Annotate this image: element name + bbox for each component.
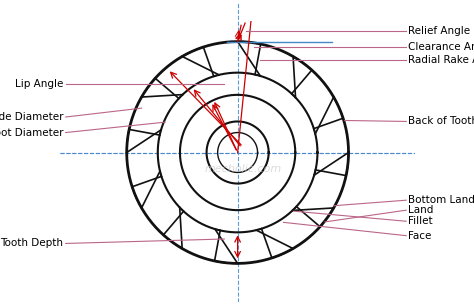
Text: Face: Face bbox=[409, 231, 432, 241]
Text: Back of Tooth: Back of Tooth bbox=[409, 117, 474, 127]
Text: Tooth Depth: Tooth Depth bbox=[0, 239, 64, 249]
Text: Bottom Land: Bottom Land bbox=[409, 195, 474, 205]
Text: Outside Diameter: Outside Diameter bbox=[0, 112, 64, 122]
Text: Radial Rake Angle: Radial Rake Angle bbox=[409, 56, 474, 66]
Text: mecholic.com: mecholic.com bbox=[205, 164, 282, 174]
Text: Fillet: Fillet bbox=[409, 216, 433, 226]
Text: Relief Angle: Relief Angle bbox=[409, 26, 471, 35]
Text: Clearance Angle: Clearance Angle bbox=[409, 42, 474, 52]
Text: Lip Angle: Lip Angle bbox=[15, 79, 64, 89]
Text: Land: Land bbox=[409, 205, 434, 215]
Text: Root Diameter: Root Diameter bbox=[0, 127, 64, 138]
